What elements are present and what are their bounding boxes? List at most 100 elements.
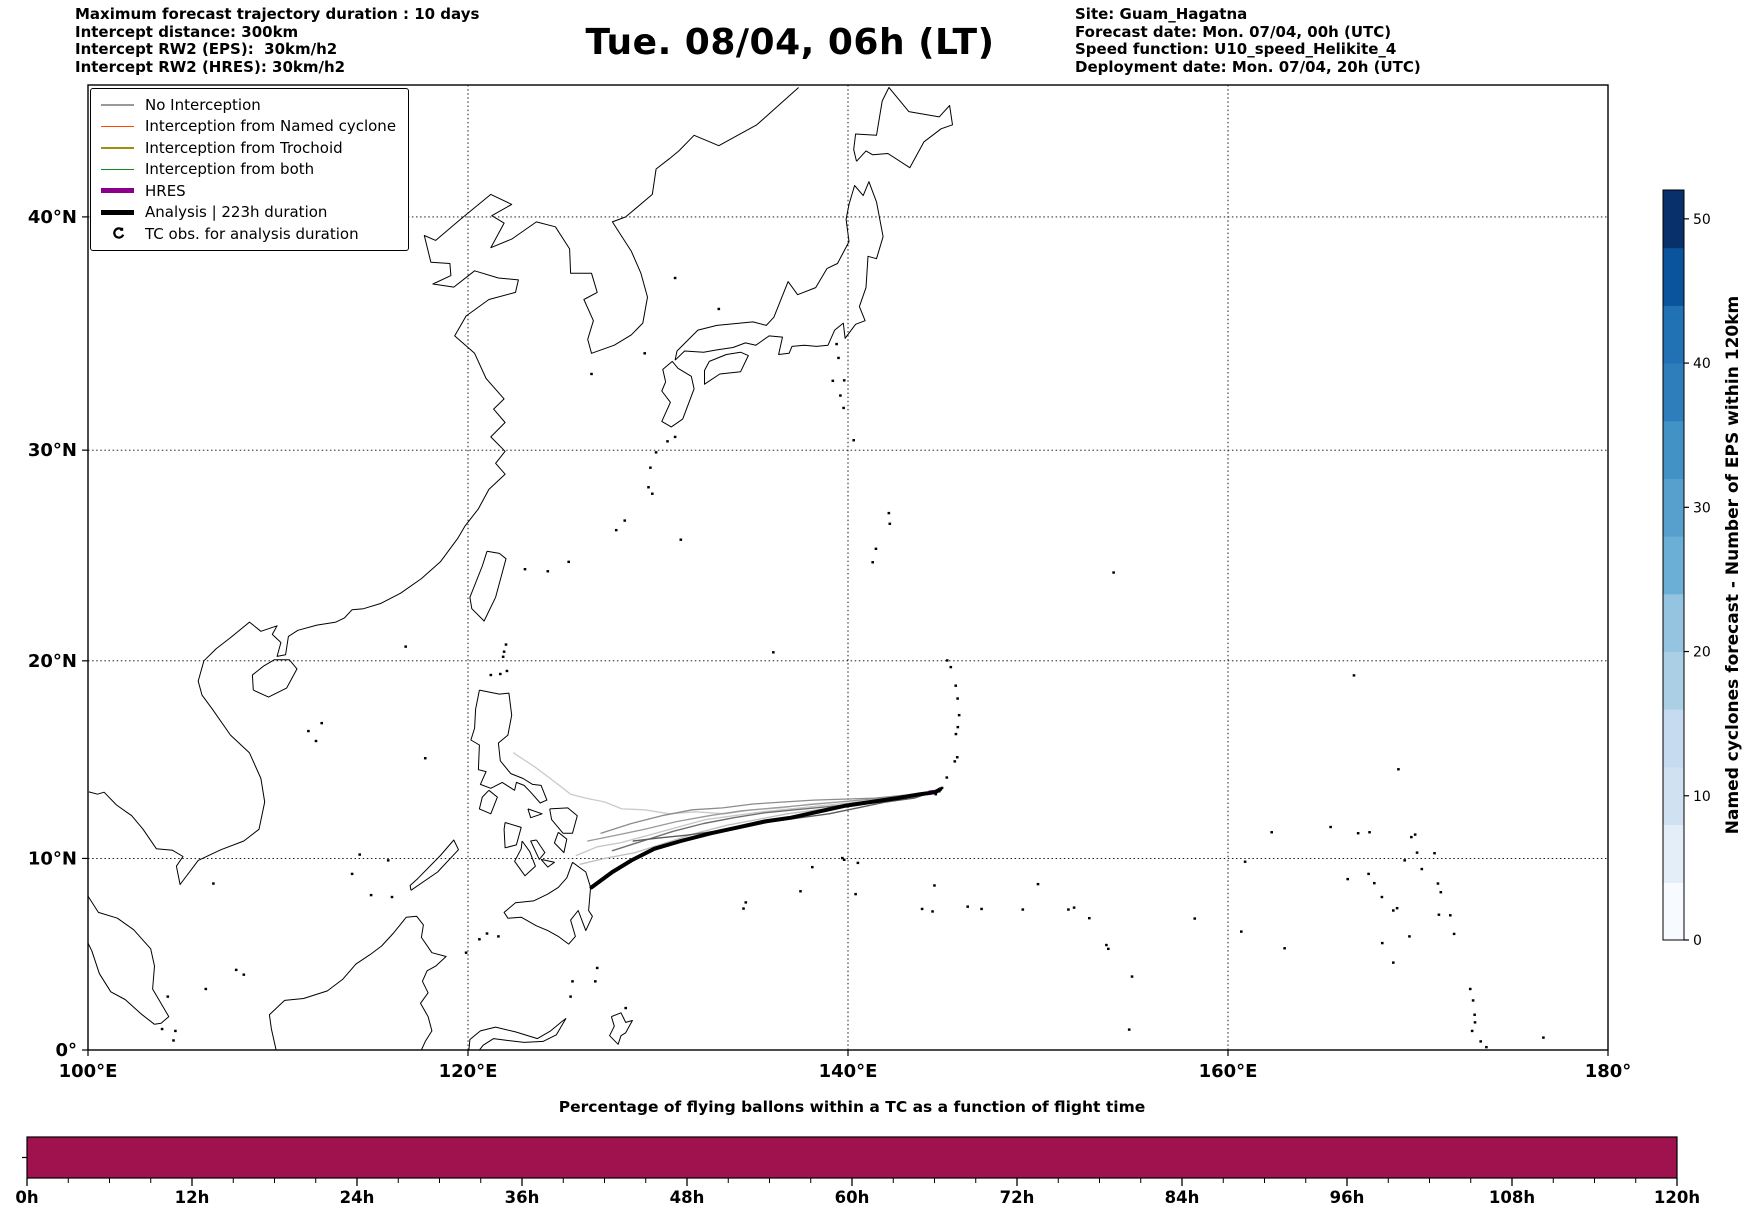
island-dot — [980, 907, 983, 911]
percentage-bar — [26, 1136, 1678, 1179]
island-dot — [842, 379, 846, 382]
colorbar-tick-label: 0 — [1693, 933, 1702, 949]
island-dot — [497, 935, 500, 938]
legend-item: TC obs. for analysis duration — [101, 223, 396, 245]
bar-x-tick-label: 120h — [1654, 1188, 1700, 1207]
island-dot — [386, 859, 390, 862]
island-dot — [485, 932, 489, 935]
island-dot — [489, 673, 493, 677]
site-info-text: Site: Guam_Hagatna Forecast date: Mon. 0… — [1075, 5, 1421, 76]
island-dot — [1346, 877, 1349, 881]
no-interception-line-icon — [101, 104, 134, 106]
island-dot — [594, 980, 597, 983]
island-dot — [841, 856, 844, 860]
island-dot — [1352, 674, 1356, 677]
island-dot — [1127, 1028, 1131, 1031]
island-dot — [1433, 852, 1436, 855]
island-dot — [945, 776, 949, 779]
y-tick-label: 0° — [55, 1040, 77, 1061]
island-dot — [654, 451, 658, 454]
legend-item: Interception from Named cyclone — [101, 116, 396, 138]
coastline — [540, 858, 555, 868]
island-dot — [1392, 961, 1395, 964]
hres-line-icon — [101, 188, 134, 194]
island-dot — [423, 757, 427, 760]
colorbar-tick-label: 30 — [1693, 500, 1711, 516]
island-dot — [1436, 882, 1440, 885]
coastline — [251, 659, 298, 698]
trochoid-line-icon — [101, 147, 134, 149]
island-dot — [350, 872, 354, 876]
colorbar-segment — [1663, 420, 1684, 479]
trajectory-analysis — [589, 787, 943, 890]
coastline — [553, 831, 568, 854]
island-dot — [546, 570, 550, 573]
island-dot — [369, 893, 373, 897]
island-dot — [966, 905, 969, 908]
island-dot — [956, 725, 960, 729]
colorbar-segment — [1663, 766, 1684, 826]
y-tick-label: 20°N — [28, 651, 77, 672]
coastline — [661, 360, 695, 428]
island-dot — [614, 528, 618, 532]
island-dot — [1088, 916, 1091, 920]
forecast-params-text: Maximum forecast trajectory duration : 1… — [75, 5, 480, 76]
island-dot — [842, 406, 845, 410]
island-dot — [953, 760, 957, 763]
legend-label: Interception from both — [145, 160, 315, 179]
island-dot — [933, 884, 936, 887]
island-dot — [955, 756, 959, 759]
coastline — [549, 807, 578, 834]
island-dot — [717, 307, 721, 311]
island-dot — [523, 567, 527, 571]
island-dot — [940, 786, 944, 790]
island-dot — [856, 861, 860, 865]
legend-label: No Interception — [145, 95, 261, 114]
x-tick-label: 180° — [1585, 1061, 1632, 1082]
island-dot — [504, 643, 508, 646]
island-dot — [1408, 935, 1411, 938]
colorbar-label: Named cyclones forecast - Number of EPS … — [1723, 296, 1743, 835]
island-dot — [954, 684, 958, 687]
island-dot — [390, 895, 394, 899]
legend-item: Interception from Trochoid — [101, 137, 396, 159]
island-dot — [499, 672, 502, 676]
island-dot — [931, 910, 934, 913]
colorbar-tick-label: 10 — [1693, 789, 1711, 805]
island-dot — [1021, 908, 1025, 911]
island-dot — [505, 669, 509, 673]
legend-label: Interception from Trochoid — [145, 138, 343, 157]
x-tick-label: 120°E — [439, 1061, 498, 1082]
both-line-icon — [101, 168, 134, 170]
coastline — [268, 915, 447, 1050]
island-dot — [1329, 825, 1332, 829]
y-tick-label: 40°N — [28, 207, 77, 228]
coastline — [530, 839, 546, 860]
island-dot — [172, 1039, 175, 1042]
coastline — [469, 550, 507, 622]
island-dot — [956, 697, 959, 700]
legend-label: Analysis | 223h duration — [145, 203, 328, 222]
colorbar-segment — [1663, 478, 1684, 537]
island-dot — [744, 901, 748, 904]
island-dot — [1410, 835, 1413, 839]
y-tick-label: 10°N — [28, 848, 77, 869]
island-dot — [842, 858, 846, 861]
island-dot — [1130, 975, 1134, 978]
island-dot — [1439, 891, 1443, 894]
colorbar-tick-label: 50 — [1693, 212, 1711, 228]
coastline — [503, 861, 593, 945]
island-dot — [874, 547, 878, 550]
island-dot — [1542, 1036, 1545, 1039]
island-dot — [835, 342, 838, 346]
island-dot — [957, 713, 961, 717]
coastline — [88, 895, 170, 1025]
colorbar-segment — [1663, 651, 1684, 710]
map-plot-area — [88, 85, 1608, 1050]
bar-x-tick-label: 0h — [15, 1188, 38, 1207]
coastline — [470, 689, 548, 804]
island-dot — [954, 732, 958, 736]
island-dot — [673, 435, 677, 439]
bar-x-tick-label: 108h — [1489, 1188, 1535, 1207]
